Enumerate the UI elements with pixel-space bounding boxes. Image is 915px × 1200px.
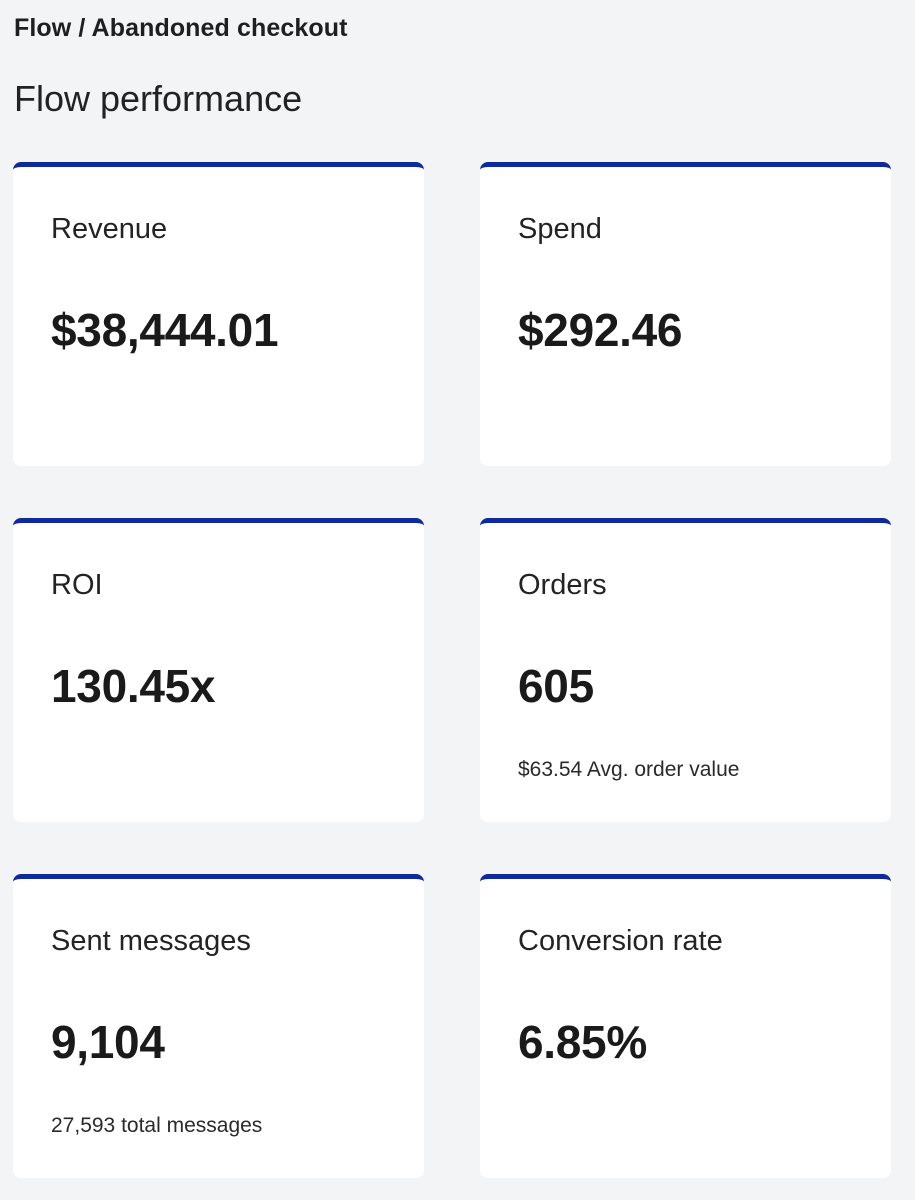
breadcrumb[interactable]: Flow / Abandoned checkout [14,14,348,42]
metric-card-orders: Orders 605 $63.54 Avg. order value [480,518,891,822]
metric-card-spend: Spend $292.46 [480,162,891,466]
metric-subtext: 27,593 total messages [51,1114,263,1137]
metric-card-sent-messages: Sent messages 9,104 27,593 total message… [13,874,424,1178]
metric-card-revenue: Revenue $38,444.01 [13,162,424,466]
metric-label: Orders [518,569,607,601]
metric-label: Sent messages [51,925,251,957]
metric-label: Revenue [51,213,168,245]
metric-label: Conversion rate [518,925,723,957]
metric-value: $38,444.01 [51,304,279,356]
metric-value: 6.85% [518,1016,647,1068]
metric-card-roi: ROI 130.45x [13,518,424,822]
metric-card-conversion-rate: Conversion rate 6.85% [480,874,891,1178]
metric-value: $292.46 [518,304,683,356]
metrics-grid: Revenue $38,444.01 Spend $292.46 ROI 130… [13,162,891,1178]
metric-label: ROI [51,569,103,601]
metric-value: 9,104 [51,1016,165,1068]
page-title: Flow performance [14,78,303,119]
metric-value: 130.45x [51,660,216,712]
metric-label: Spend [518,213,602,245]
metric-subtext: $63.54 Avg. order value [518,758,740,781]
metric-value: 605 [518,660,594,712]
